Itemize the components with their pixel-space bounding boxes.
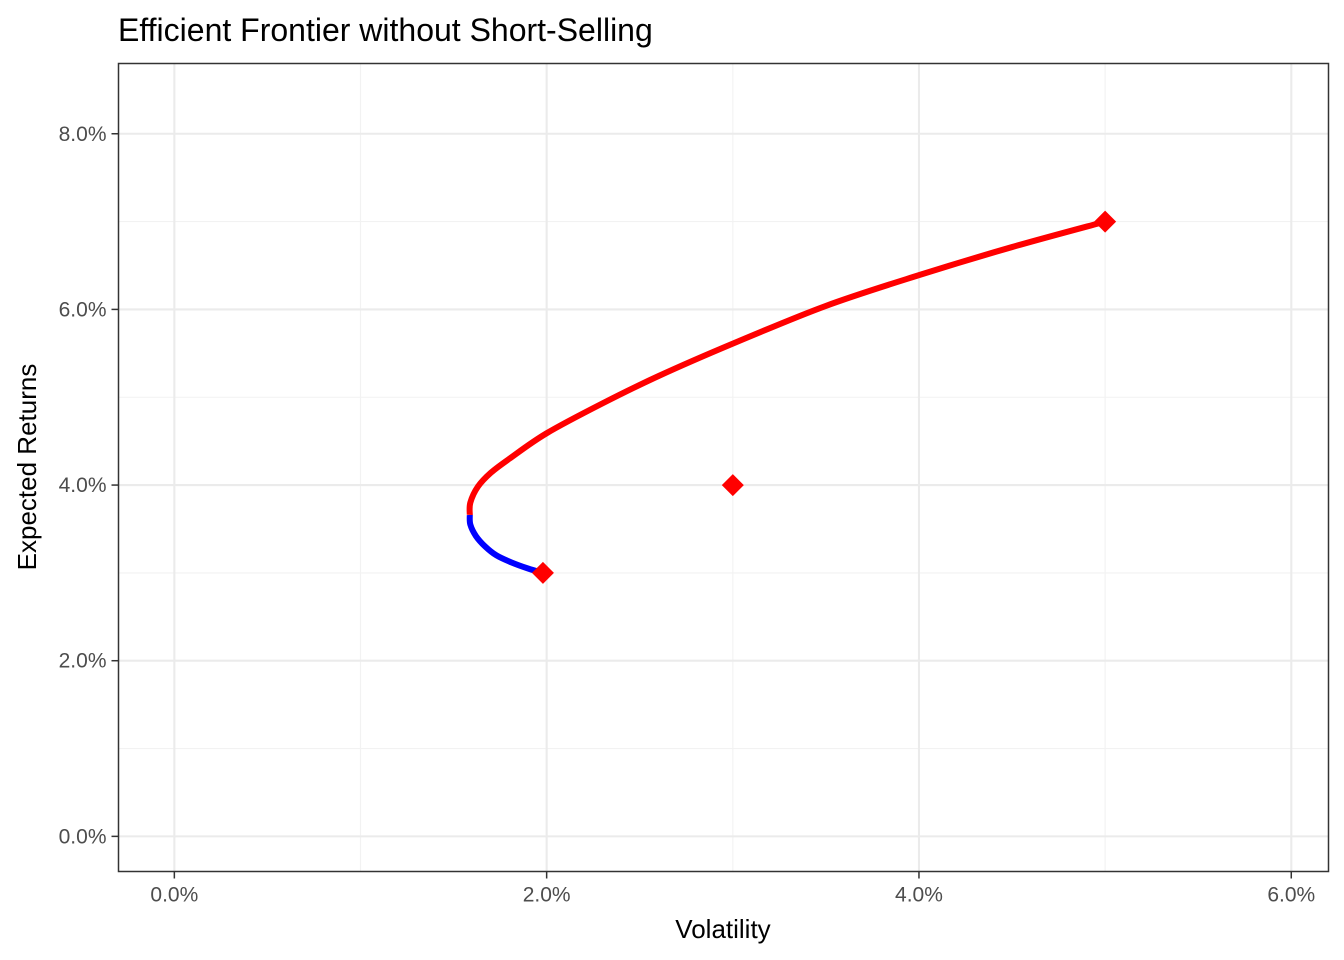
x-axis: 0.0% 2.0% 4.0% 6.0% bbox=[150, 871, 1315, 907]
panel-border bbox=[117, 62, 1330, 873]
series-layer bbox=[466, 218, 1106, 576]
y-tick-label: 2.0% bbox=[59, 650, 107, 673]
x-tick-label: 4.0% bbox=[895, 884, 943, 907]
asset-point bbox=[531, 561, 554, 584]
asset-point bbox=[721, 474, 744, 497]
x-tick-label: 0.0% bbox=[150, 884, 198, 907]
chart-title: Efficient Frontier without Short-Selling bbox=[118, 12, 653, 48]
y-tick-label: 0.0% bbox=[59, 825, 107, 848]
major-gridlines bbox=[118, 63, 1329, 872]
points-layer bbox=[531, 210, 1117, 584]
inefficient-frontier-line bbox=[466, 514, 544, 576]
y-tick-label: 6.0% bbox=[59, 298, 107, 321]
x-tick-label: 6.0% bbox=[1267, 884, 1315, 907]
y-tick-label: 4.0% bbox=[59, 474, 107, 497]
x-tick-label: 2.0% bbox=[523, 884, 571, 907]
minor-gridlines bbox=[118, 63, 1329, 872]
x-axis-title: Volatility bbox=[675, 914, 770, 944]
y-axis: 0.0% 2.0% 4.0% 6.0% 8.0% bbox=[59, 123, 119, 848]
y-tick-label: 8.0% bbox=[59, 123, 107, 146]
y-axis-title: Expected Returns bbox=[12, 364, 42, 571]
efficient-frontier-line bbox=[466, 218, 1106, 516]
asset-point bbox=[1094, 210, 1117, 233]
